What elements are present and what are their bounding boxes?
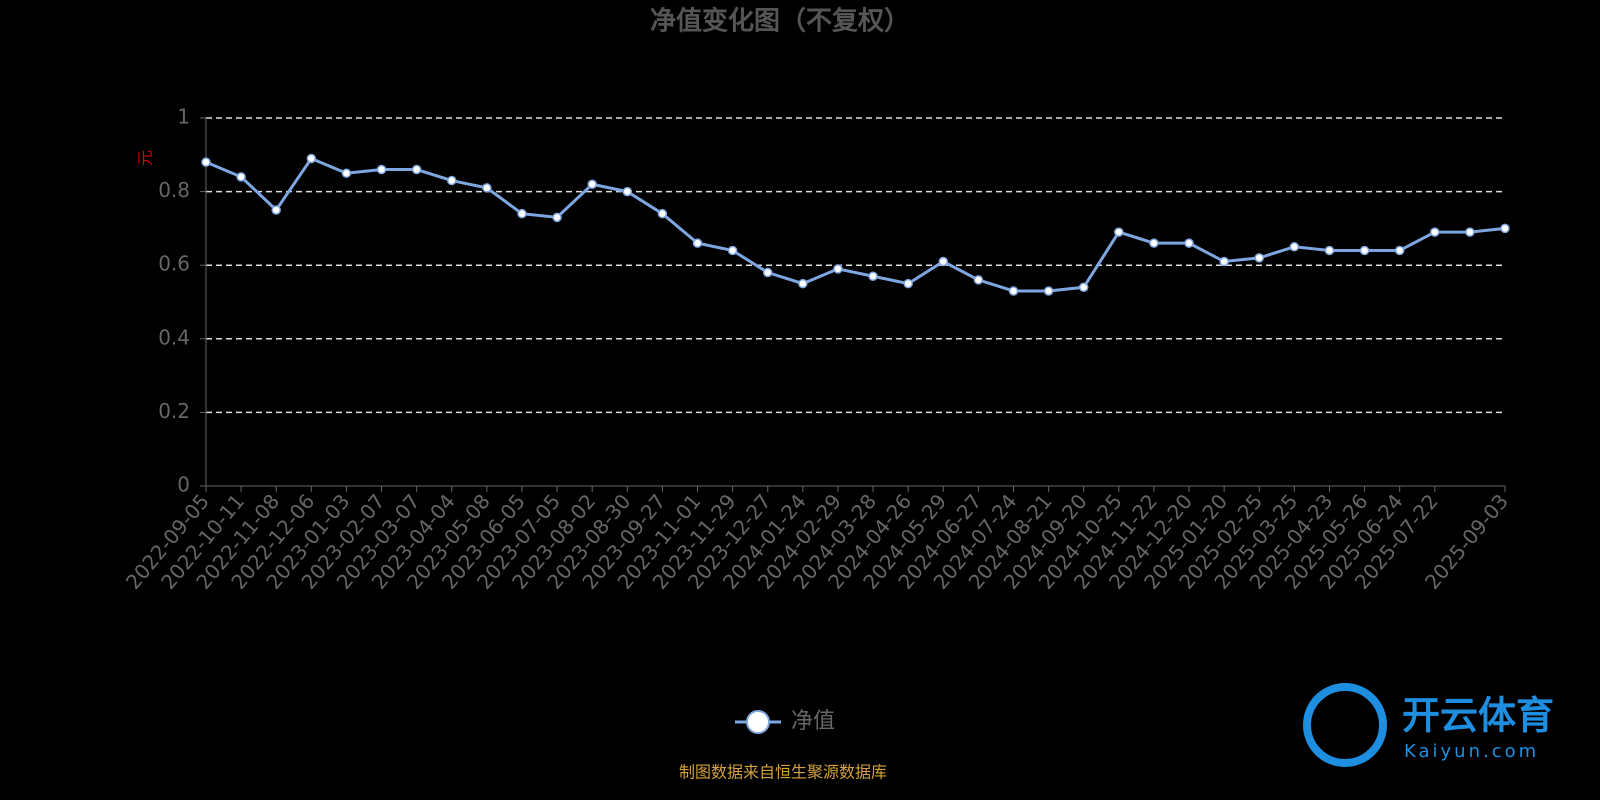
data-point [587,179,597,189]
y-tick-label: 0 [177,473,190,497]
data-point [973,275,984,285]
data-point [727,245,738,256]
data-point [341,168,352,178]
data-point [1324,245,1335,256]
y-tick-label: 0.6 [158,252,190,276]
data-point [1500,223,1510,234]
data-point [622,186,633,197]
data-point [552,212,562,223]
legend-marker [746,710,770,734]
watermark-logo [1303,683,1387,767]
data-point [1114,227,1124,237]
data-point [1430,227,1440,237]
data-point [868,271,878,281]
data-point [1149,238,1159,248]
chart-title: 净值变化图（不复权） [650,6,910,37]
legend-label: 净值 [791,709,835,734]
y-tick-label: 0.4 [158,325,190,349]
data-point [1465,227,1475,237]
y-axis-label: 元 [136,150,155,166]
source-note: 制图数据来自恒生聚源数据库 [679,763,887,782]
data-point [938,256,949,267]
data-point [903,278,913,289]
data-point [1078,282,1089,293]
data-point [482,183,492,193]
data-point [798,278,808,289]
data-point [762,267,773,278]
data-point [833,264,843,274]
data-point [1043,286,1054,296]
watermark-title: 开云体育 [1402,694,1554,738]
data-point [1184,238,1194,248]
data-point [1394,245,1405,256]
data-point [236,172,246,182]
y-tick-label: 0.8 [158,178,190,202]
data-point [201,157,211,167]
data-point [376,164,387,175]
data-point [517,208,527,219]
series-line [205,156,1506,293]
data-point [657,208,668,219]
data-point [1219,256,1229,267]
y-tick-label: 0.2 [158,399,190,423]
y-tick-label: 1 [177,105,190,129]
data-point [447,175,457,186]
data-point [306,153,317,164]
data-point [1254,253,1264,263]
data-point [1359,245,1370,256]
data-point [411,164,422,175]
data-point [692,238,703,248]
data-point [1289,242,1300,252]
data-point [271,205,281,215]
data-point [1008,286,1019,296]
watermark-subtitle: Kaiyun.com [1404,741,1539,762]
